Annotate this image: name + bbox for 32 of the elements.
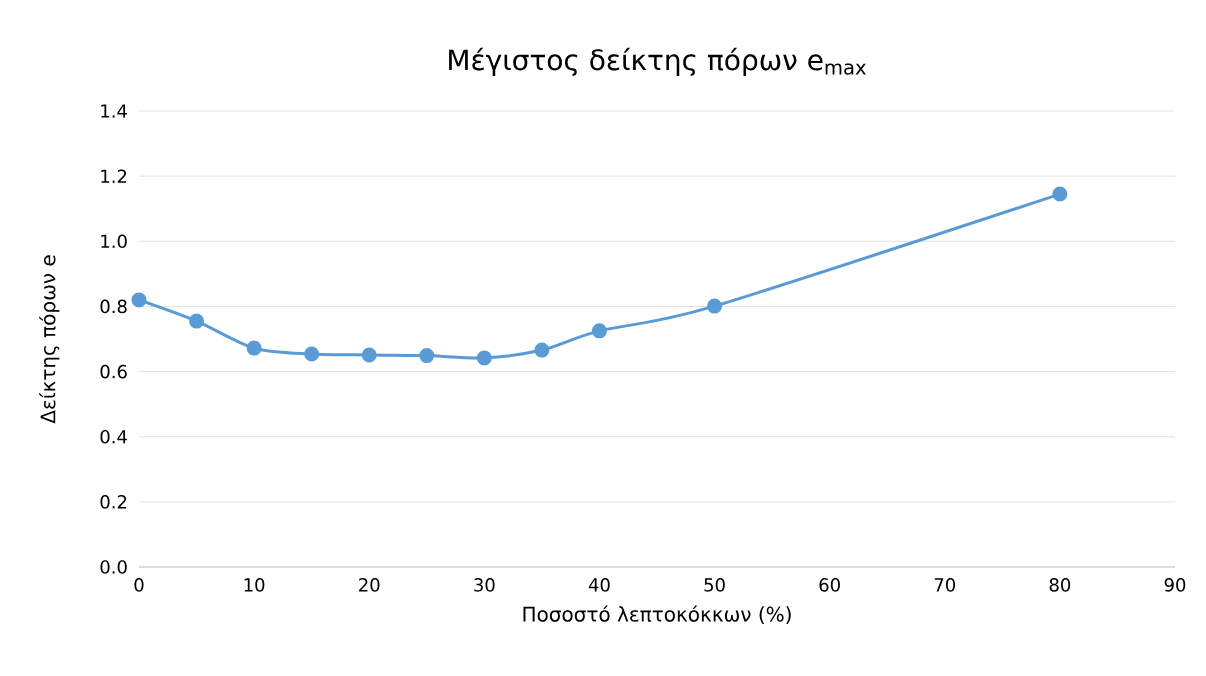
x-tick-label: 40 (588, 578, 610, 592)
x-tick-label: 50 (704, 578, 725, 592)
y-tick-label: 0.8 (100, 299, 127, 314)
x-tick-label: 60 (819, 578, 840, 592)
x-tick-label: 10 (244, 578, 265, 592)
point (591, 323, 607, 339)
point (707, 298, 723, 314)
point (476, 350, 492, 366)
point (361, 347, 377, 363)
point (419, 348, 435, 364)
x-axis-title: Ποσοστό λεπτοκόκκων (%) (523, 605, 791, 625)
x-tick-label: 80 (1049, 578, 1071, 592)
x-tick-label: 70 (934, 578, 956, 592)
point (534, 342, 550, 358)
x-tick-label: 0 (134, 578, 144, 592)
x-tick-label: 90 (1164, 578, 1186, 592)
y-tick-label: 1.2 (101, 169, 127, 183)
y-tick-label: 0.2 (100, 495, 127, 509)
y-tick-label: 1.0 (101, 234, 127, 249)
y-tick-label: 1.4 (101, 104, 127, 118)
x-tick-label: 30 (474, 578, 495, 592)
point (304, 346, 320, 362)
chart-title: Μέγιστος δείκτης πόρων e$_{max}$ (449, 47, 866, 76)
point (189, 313, 205, 329)
y-tick-label: 0.0 (100, 560, 127, 574)
x-tick-label: 20 (359, 578, 380, 592)
y-tick-label: 0.6 (100, 364, 127, 379)
y-tick-label: 0.4 (100, 429, 127, 444)
point (131, 292, 147, 308)
point (246, 340, 262, 356)
point (1052, 186, 1068, 202)
y-axis-title: Δείκτης πόρων e (39, 255, 60, 424)
